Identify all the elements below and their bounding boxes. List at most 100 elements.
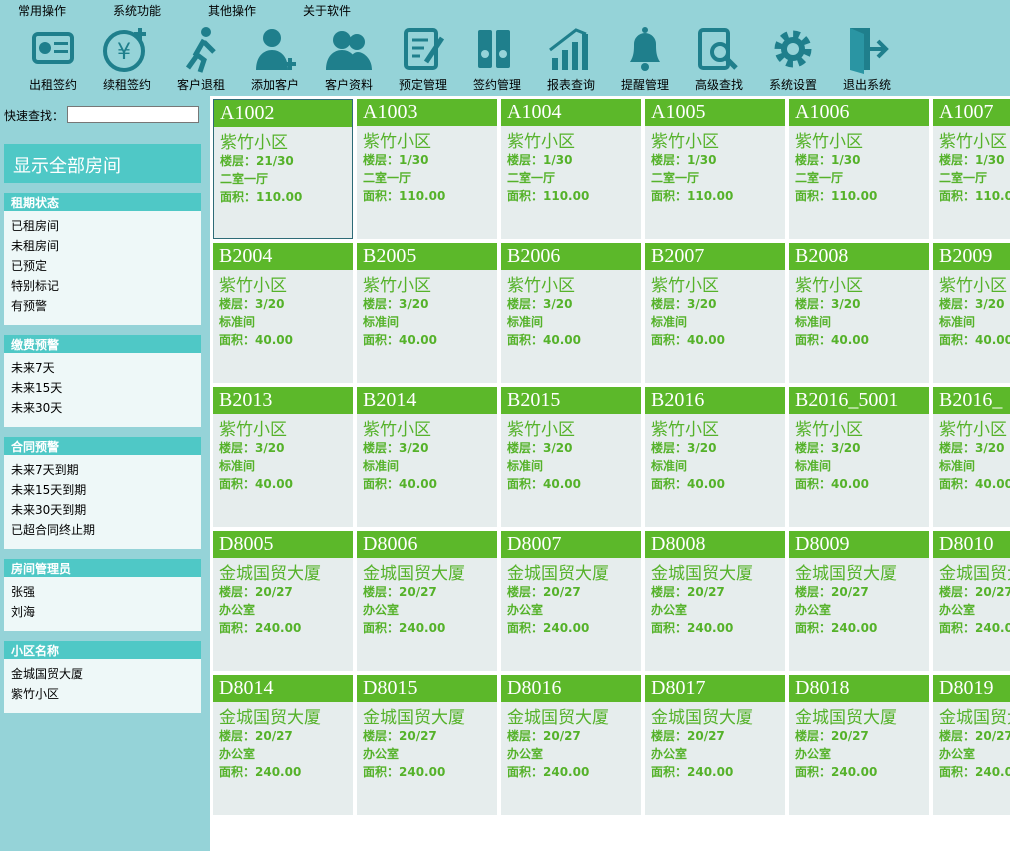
group-body: 金城国贸大厦 紫竹小区 xyxy=(4,659,201,713)
room-card[interactable]: D8017 金城国贸大厦 楼层：20/27 办公室 面积：240.00 xyxy=(645,675,785,815)
room-code: A1005 xyxy=(651,101,706,123)
filter-item[interactable]: 有预警 xyxy=(11,299,48,313)
toolbar-icon xyxy=(326,31,372,70)
floor: 楼层：3/20 xyxy=(507,297,573,311)
filter-item[interactable]: 未来15天到期 xyxy=(11,483,87,497)
filter-item[interactable]: 未来7天到期 xyxy=(11,463,79,477)
filter-item[interactable]: 已超合同终止期 xyxy=(11,523,96,537)
toolbar-button[interactable]: 提醒管理 xyxy=(610,24,680,94)
room-card[interactable]: B2004 紫竹小区 楼层：3/20 标准间 面积：40.00 xyxy=(213,243,353,383)
menu-item[interactable]: 其他操作 xyxy=(208,4,257,18)
menu-item[interactable]: 关于软件 xyxy=(303,4,352,18)
area: 面积：110.00 xyxy=(220,190,303,204)
room-code: D8014 xyxy=(219,677,274,699)
community: 紫竹小区 xyxy=(219,420,287,440)
room-card[interactable]: B2005 紫竹小区 楼层：3/20 标准间 面积：40.00 xyxy=(357,243,497,383)
filter-item[interactable]: 紫竹小区 xyxy=(11,687,60,701)
room-card[interactable]: D8014 金城国贸大厦 楼层：20/27 办公室 面积：240.00 xyxy=(213,675,353,815)
room-code: B2016_5001 xyxy=(795,389,899,411)
filter-item[interactable]: 未租房间 xyxy=(11,239,60,253)
toolbar-button[interactable]: 退出系统 xyxy=(832,24,902,94)
card-header xyxy=(357,531,497,558)
filter-item[interactable]: 已租房间 xyxy=(11,219,60,233)
area: 面积：240.00 xyxy=(219,765,302,779)
room-card[interactable]: A1003 紫竹小区 楼层：1/30 二室一厅 面积：110.00 xyxy=(357,99,497,239)
floor: 楼层：3/20 xyxy=(363,441,429,455)
room-card[interactable]: B2016_ 紫竹小区 楼层：3/20 标准间 面积：40.00 xyxy=(933,387,1010,527)
menu-item[interactable]: 系统功能 xyxy=(113,4,162,18)
show-all-button[interactable]: 显示全部房间 xyxy=(4,144,201,183)
room-card[interactable]: B2013 紫竹小区 楼层：3/20 标准间 面积：40.00 xyxy=(213,387,353,527)
filter-item[interactable]: 未来7天 xyxy=(11,361,55,375)
filter-item[interactable]: 未来30天 xyxy=(11,401,63,415)
filter-item[interactable]: 金城国贸大厦 xyxy=(11,667,84,681)
room-card[interactable]: B2016_5001 紫竹小区 楼层：3/20 标准间 面积：40.00 xyxy=(789,387,929,527)
room-card[interactable]: D8008 金城国贸大厦 楼层：20/27 办公室 面积：240.00 xyxy=(645,531,785,671)
menu-item[interactable]: 常用操作 xyxy=(18,4,67,18)
floor: 楼层：20/27 xyxy=(939,585,1010,599)
card-header xyxy=(933,675,1010,702)
card-header xyxy=(357,387,497,414)
toolbar-button[interactable]: ¥ 续租签约 xyxy=(92,24,162,94)
toolbar-button[interactable]: 报表查询 xyxy=(536,24,606,94)
room-card[interactable]: B2016 紫竹小区 楼层：3/20 标准间 面积：40.00 xyxy=(645,387,785,527)
room-card[interactable]: B2008 紫竹小区 楼层：3/20 标准间 面积：40.00 xyxy=(789,243,929,383)
room-card[interactable]: D8009 金城国贸大厦 楼层：20/27 办公室 面积：240.00 xyxy=(789,531,929,671)
filter-item[interactable]: 特别标记 xyxy=(11,279,60,293)
room-card[interactable]: D8005 金城国贸大厦 楼层：20/27 办公室 面积：240.00 xyxy=(213,531,353,671)
area: 面积：40.00 xyxy=(939,333,1010,347)
room-card[interactable]: A1006 紫竹小区 楼层：1/30 二室一厅 面积：110.00 xyxy=(789,99,929,239)
room-card[interactable]: D8015 金城国贸大厦 楼层：20/27 办公室 面积：240.00 xyxy=(357,675,497,815)
layout: 标准间 xyxy=(939,315,976,329)
room-code: D8019 xyxy=(939,677,994,699)
room-card[interactable]: A1004 紫竹小区 楼层：1/30 二室一厅 面积：110.00 xyxy=(501,99,641,239)
room-code: B2016 xyxy=(651,389,705,411)
area: 面积：40.00 xyxy=(507,477,581,491)
community: 紫竹小区 xyxy=(363,132,431,152)
room-card[interactable]: D8007 金城国贸大厦 楼层：20/27 办公室 面积：240.00 xyxy=(501,531,641,671)
toolbar-button[interactable]: 出租签约 xyxy=(18,24,88,94)
card-header xyxy=(501,531,641,558)
area: 面积：240.00 xyxy=(507,765,590,779)
room-card[interactable]: B2006 紫竹小区 楼层：3/20 标准间 面积：40.00 xyxy=(501,243,641,383)
community: 金城国贸大厦 xyxy=(363,708,465,728)
toolbar-button[interactable]: 客户资料 xyxy=(314,24,384,94)
room-code: A1003 xyxy=(363,101,418,123)
room-card[interactable]: B2009 紫竹小区 楼层：3/20 标准间 面积：40.00 xyxy=(933,243,1010,383)
room-card[interactable]: B2007 紫竹小区 楼层：3/20 标准间 面积：40.00 xyxy=(645,243,785,383)
card-header xyxy=(645,243,785,270)
search-input[interactable] xyxy=(67,106,199,123)
room-code: D8006 xyxy=(363,533,418,555)
toolbar-button[interactable]: 签约管理 xyxy=(462,24,532,94)
room-card[interactable]: D8016 金城国贸大厦 楼层：20/27 办公室 面积：240.00 xyxy=(501,675,641,815)
filter-item[interactable]: 张强 xyxy=(11,585,36,599)
filter-item[interactable]: 未来30天到期 xyxy=(11,503,87,517)
toolbar-button[interactable]: 添加客户 xyxy=(240,24,310,94)
room-card[interactable]: A1002 紫竹小区 楼层：21/30 二室一厅 面积：110.00 xyxy=(213,99,353,239)
room-card[interactable]: D8006 金城国贸大厦 楼层：20/27 办公室 面积：240.00 xyxy=(357,531,497,671)
filter-item[interactable]: 未来15天 xyxy=(11,381,63,395)
room-card[interactable]: B2014 紫竹小区 楼层：3/20 标准间 面积：40.00 xyxy=(357,387,497,527)
filter-item[interactable]: 已预定 xyxy=(11,259,48,273)
community: 紫竹小区 xyxy=(651,420,719,440)
toolbar-button[interactable]: 系统设置 xyxy=(758,24,828,94)
floor: 楼层：3/20 xyxy=(795,297,861,311)
floor: 楼层：20/27 xyxy=(795,729,869,743)
floor: 楼层：20/27 xyxy=(795,585,869,599)
toolbar-button[interactable]: 预定管理 xyxy=(388,24,458,94)
toolbar-button[interactable]: 高级查找 xyxy=(684,24,754,94)
room-card[interactable]: B2015 紫竹小区 楼层：3/20 标准间 面积：40.00 xyxy=(501,387,641,527)
community: 金城国贸大厦 xyxy=(363,564,465,584)
room-card[interactable]: D8018 金城国贸大厦 楼层：20/27 办公室 面积：240.00 xyxy=(789,675,929,815)
card-header xyxy=(357,99,497,126)
layout: 二室一厅 xyxy=(651,171,700,185)
layout: 标准间 xyxy=(507,459,544,473)
toolbar-button[interactable]: 客户退租 xyxy=(166,24,236,94)
filter-item[interactable]: 刘海 xyxy=(11,605,36,619)
room-code: D8009 xyxy=(795,533,850,555)
room-card[interactable]: A1005 紫竹小区 楼层：1/30 二室一厅 面积：110.00 xyxy=(645,99,785,239)
area: 面积：110.00 xyxy=(651,189,734,203)
